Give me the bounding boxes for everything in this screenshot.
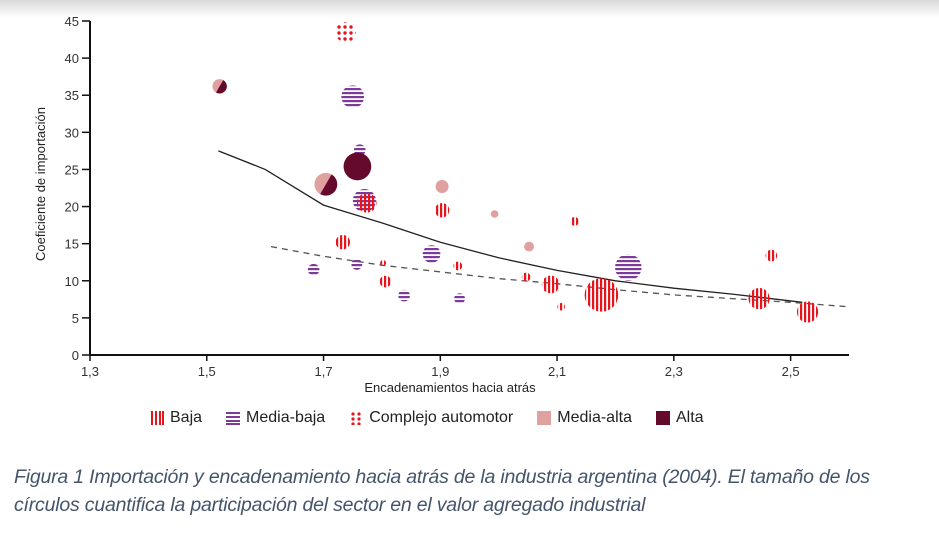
legend: Baja Media-baja Complejo automotor Media… [150,406,728,430]
bubble-baja [453,261,463,271]
bubble-baja [379,275,392,288]
y-tick-label: 40 [65,51,79,66]
bubble-alta-part [216,80,227,94]
legend-label: Baja [170,409,203,426]
bubble-media-alta-alta [212,79,227,94]
legend-label: Media-alta [557,409,632,426]
y-tick-label: 35 [65,88,79,103]
bubble-media-alta [490,210,499,218]
x-axis-label: Encadenamientos hacia atrás [364,380,536,395]
figure-caption: Figura 1 Importación y encadenamiento ha… [14,466,870,516]
bubble-media-alta [524,241,534,252]
legend-item-alta: Alta [655,409,704,427]
bubble-media-baja [422,245,441,263]
x-tick-label: 2,3 [665,364,683,379]
x-tick-label: 1,9 [431,364,449,379]
bubble-baja [335,234,351,250]
y-tick-label: 5 [72,311,79,326]
vertical-stripes-swatch-icon [151,411,164,425]
bubble-media-baja [341,85,365,109]
bubble-baja [584,278,619,312]
bubble-baja [541,275,560,294]
solid-swatch-icon [537,411,552,425]
bubble-baja [557,302,565,311]
bubble-baja [434,203,450,218]
window-top-bar [0,0,939,18]
legend-item-media-baja: Media-baja [226,409,325,427]
bubble-chart: 1,3 1,5 1,7 1,9 2,1 2,3 2,5051015202530354045 … [33,14,850,395]
trendlines [218,150,850,308]
solid-swatch-icon [655,411,670,425]
bubble-baja [765,249,778,262]
bubble-baja [380,260,387,266]
trend-solid [218,150,803,303]
bubble-baja [570,217,579,226]
x-tick-label: 1,3 [81,364,99,379]
dots-swatch-icon [351,412,361,425]
y-tick-label: 0 [72,348,79,363]
bubble-baja [748,287,770,310]
bubble-alta-part [320,174,338,196]
bubble-media-baja [398,289,410,302]
bubble-baja [356,193,377,213]
legend-label: Media-baja [246,409,326,426]
bubble-media-baja [307,263,320,276]
axes: 1,3 1,5 1,7 1,9 2,1 2,3 2,5 0 5 10 15 20 25 30 35 40 45 [65,14,849,379]
x-tick-label: 1,7 [314,364,332,379]
legend-item-baja: Baja [150,409,202,427]
bubble-automotor [335,21,356,43]
x-tick-label: 2,5 [782,364,800,379]
legend-item-automotor: Complejo automotor [349,409,513,427]
legend-label: Alta [675,409,704,426]
bubble-media-alta-alta [314,172,338,196]
legend-label: Complejo automotor [369,409,514,426]
y-tick-label: 30 [65,125,79,140]
y-tick-label: 45 [65,14,79,29]
bubbles [212,21,819,323]
bubble-alta [343,152,372,181]
x-tick-label: 2,1 [548,364,566,379]
bubble-media-baja [351,259,363,270]
bubble-media-baja [615,254,642,281]
bubble-media-baja [454,293,465,304]
y-tick-label: 15 [65,237,79,252]
legend-item-media-alta: Media-alta [537,409,632,427]
horizontal-stripes-swatch-icon [226,412,241,425]
y-tick-label: 20 [65,200,79,215]
bubble-media-alta [435,179,449,194]
x-tick-label: 1,5 [198,364,216,379]
y-axis-label: Coeficiente de importación [33,107,48,261]
y-tick-label: 25 [65,162,79,177]
bubble-baja [521,272,531,282]
y-tick-label: 10 [65,274,79,289]
bubble-baja [796,301,819,323]
